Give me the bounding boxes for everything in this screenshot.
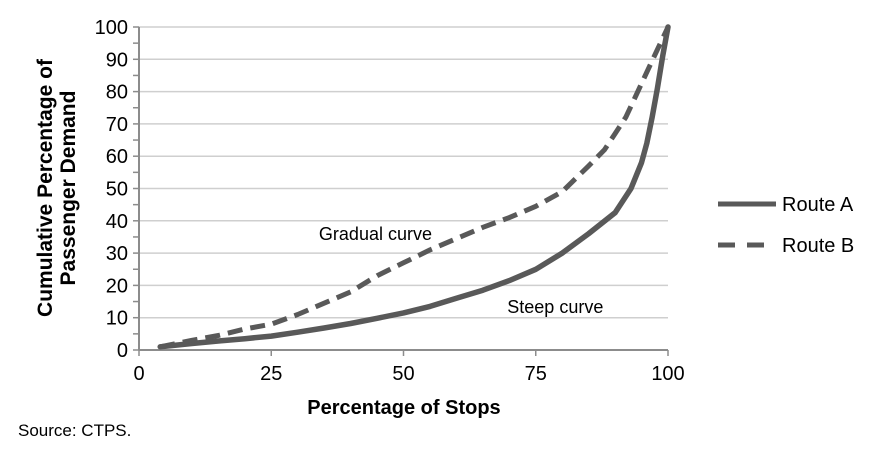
y-tick-label-0: 0 — [117, 340, 128, 362]
y-axis-title-line-2: Passenger Demand — [57, 91, 80, 286]
y-tick-label-30: 30 — [106, 243, 128, 265]
x-axis-title: Percentage of Stops — [307, 397, 500, 419]
y-tick-label-80: 80 — [106, 82, 128, 104]
x-tick-label-100: 100 — [651, 363, 684, 385]
y-tick-label-20: 20 — [106, 275, 128, 297]
x-tick-label-75: 75 — [525, 363, 547, 385]
legend: Route A Route B — [718, 194, 854, 257]
legend-label-route-b: Route B — [782, 235, 854, 257]
y-tick-label-40: 40 — [106, 211, 128, 233]
y-tick-label-100: 100 — [95, 17, 128, 39]
y-tick-label-10: 10 — [106, 308, 128, 330]
y-tick-label-50: 50 — [106, 179, 128, 201]
x-tick-label-25: 25 — [260, 363, 282, 385]
x-tick-label-0: 0 — [133, 363, 144, 385]
axes — [133, 26, 669, 356]
curve-annotations: Gradual curve Steep curve — [319, 224, 603, 317]
tick-labels: 0 10 20 30 40 50 60 70 80 90 100 0 25 50 75 100 — [95, 17, 685, 385]
x-tick-label-50: 50 — [392, 363, 414, 385]
y-tick-label-90: 90 — [106, 49, 128, 71]
annotation-gradual-curve: Gradual curve — [319, 224, 432, 244]
annotation-steep-curve: Steep curve — [507, 297, 603, 317]
gridlines — [139, 26, 668, 319]
y-tick-label-70: 70 — [106, 114, 128, 136]
curve-route-a — [157, 24, 671, 350]
legend-label-route-a: Route A — [782, 194, 854, 216]
y-axis-title: Cumulative Percentage of Passenger Deman… — [34, 58, 80, 317]
source-note: Source: CTPS. — [18, 421, 131, 440]
y-axis-title-line-1: Cumulative Percentage of — [34, 58, 57, 317]
data-curves — [157, 24, 671, 350]
curve-route-b — [159, 25, 671, 350]
y-tick-label-60: 60 — [106, 146, 128, 168]
